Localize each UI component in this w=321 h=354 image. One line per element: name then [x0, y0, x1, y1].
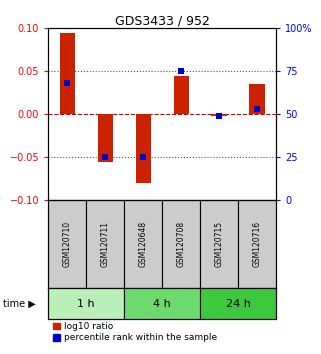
Text: GSM120716: GSM120716 — [253, 221, 262, 267]
Legend: log10 ratio, percentile rank within the sample: log10 ratio, percentile rank within the … — [53, 322, 218, 342]
Text: 24 h: 24 h — [226, 298, 250, 309]
Text: GSM120715: GSM120715 — [214, 221, 224, 267]
Text: GSM120708: GSM120708 — [177, 221, 186, 267]
Bar — [200, 200, 238, 288]
Bar — [48, 288, 124, 319]
Bar — [124, 288, 200, 319]
Text: 4 h: 4 h — [153, 298, 171, 309]
Bar — [162, 200, 200, 288]
Text: 1 h: 1 h — [77, 298, 95, 309]
Bar — [60, 33, 75, 114]
Bar — [86, 200, 124, 288]
Text: time ▶: time ▶ — [3, 298, 36, 309]
Text: GSM120648: GSM120648 — [139, 221, 148, 267]
Text: GSM120710: GSM120710 — [63, 221, 72, 267]
Title: GDS3433 / 952: GDS3433 / 952 — [115, 14, 210, 27]
Bar — [200, 288, 276, 319]
Bar — [173, 76, 189, 114]
Bar — [98, 114, 113, 162]
Bar — [135, 114, 151, 183]
Text: GSM120711: GSM120711 — [100, 221, 110, 267]
Bar — [48, 200, 86, 288]
Bar — [212, 114, 227, 116]
Bar — [124, 200, 162, 288]
Bar — [249, 84, 265, 114]
Bar — [238, 200, 276, 288]
